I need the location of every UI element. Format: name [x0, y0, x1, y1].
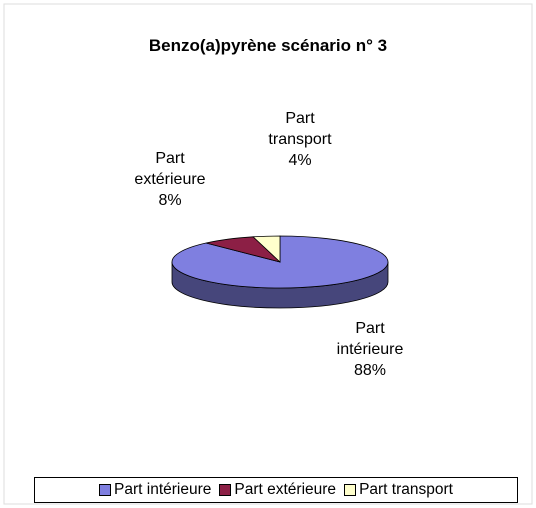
legend-label: Part extérieure: [234, 481, 337, 498]
data-label: Part intérieure 88%: [328, 318, 412, 381]
chart-title: Benzo(a)pyrène scénario n° 3: [148, 36, 388, 55]
data-label-category: Part extérieure: [134, 150, 206, 188]
slice: [252, 235, 281, 263]
legend-item: Part extérieure: [219, 481, 336, 499]
legend-item: Part intérieure: [99, 481, 211, 499]
legend-swatch: [219, 484, 232, 496]
data-label: Part transport 4%: [258, 108, 342, 171]
legend-label: Part transport: [359, 481, 453, 498]
legend: Part intérieure Part extérieure Part trans…: [34, 477, 518, 503]
data-label-value: 8%: [158, 192, 182, 209]
data-label-category: Part transport: [268, 110, 332, 148]
legend-item: Part transport: [344, 481, 453, 499]
data-label-value: 88%: [353, 362, 387, 379]
legend-label: Part intérieure: [114, 481, 212, 498]
data-label-category: Part intérieure: [336, 320, 404, 358]
data-label-value: 4%: [288, 152, 312, 169]
legend-swatch: [99, 484, 112, 496]
data-label: Part extérieure 8%: [128, 148, 212, 211]
legend-swatch: [344, 484, 357, 496]
